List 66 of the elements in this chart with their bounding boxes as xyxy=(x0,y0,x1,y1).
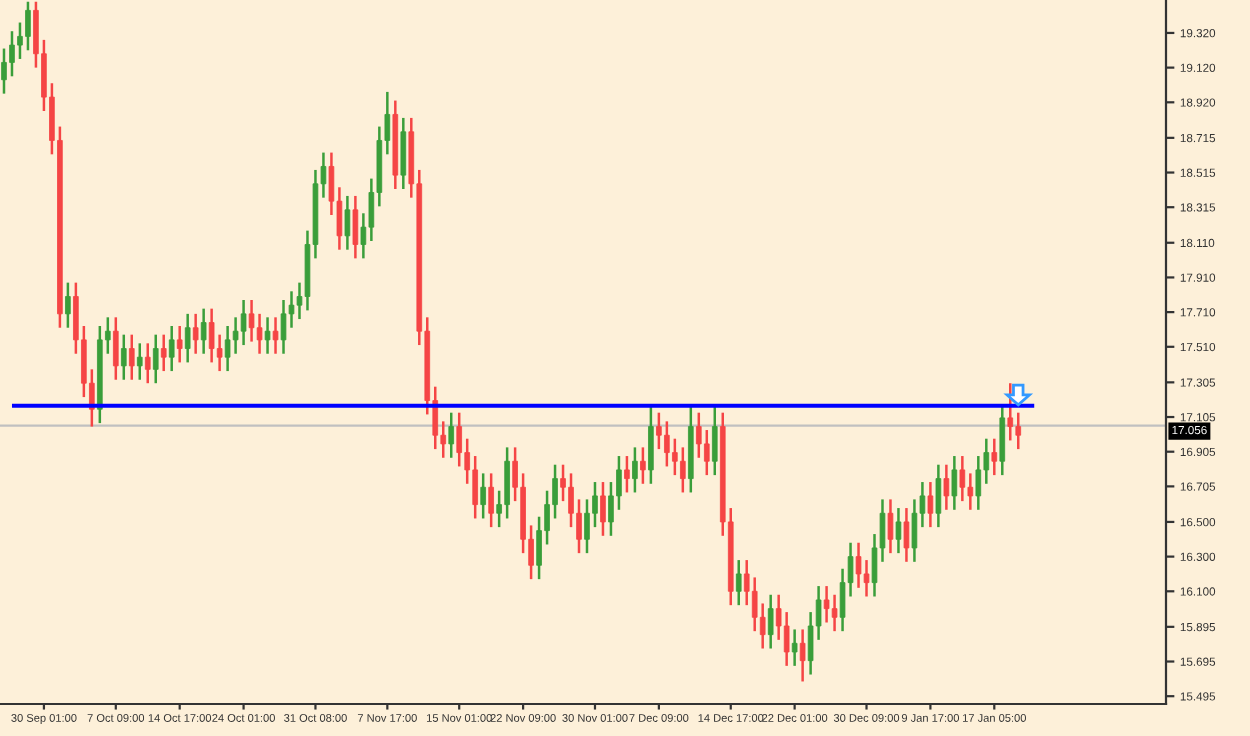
candlestick xyxy=(767,593,774,650)
candlestick xyxy=(256,312,263,355)
candlestick xyxy=(480,472,486,520)
candlestick xyxy=(25,0,31,52)
candlestick xyxy=(192,312,199,355)
candlestick xyxy=(65,281,71,329)
candlestick xyxy=(600,480,606,538)
candlestick xyxy=(200,307,207,355)
candlestick xyxy=(823,584,830,624)
candlestick xyxy=(711,404,718,477)
candlestick xyxy=(488,472,494,529)
candlestick xyxy=(176,324,183,364)
candlestick xyxy=(9,29,15,78)
candlestick xyxy=(943,463,950,512)
candlestick xyxy=(640,446,646,486)
candlestick xyxy=(991,437,998,477)
candlestick xyxy=(624,454,630,494)
candlestick xyxy=(120,333,127,381)
candlestick xyxy=(791,628,798,668)
candlestick xyxy=(975,454,982,512)
candlestick xyxy=(959,454,966,503)
candlestick xyxy=(1007,381,1014,442)
candlestick xyxy=(168,324,175,373)
candlestick xyxy=(703,428,710,477)
candlestick xyxy=(895,506,902,555)
candlestick xyxy=(656,411,662,451)
candlestick xyxy=(903,506,910,564)
candlestick xyxy=(799,628,806,683)
candlestick xyxy=(264,316,271,355)
candlestick xyxy=(911,498,918,564)
candlestick xyxy=(152,333,159,385)
candlestick xyxy=(144,342,151,385)
candlestick xyxy=(272,316,279,355)
candlestick xyxy=(224,324,231,373)
candlestick xyxy=(735,558,742,607)
candlestick xyxy=(352,194,359,260)
candlestick xyxy=(927,480,934,529)
candlestick xyxy=(855,541,862,590)
candlestick xyxy=(448,411,455,460)
candlestick xyxy=(456,411,463,468)
candlestick xyxy=(112,316,119,381)
candlestick xyxy=(1,47,7,95)
candlestick xyxy=(672,437,678,477)
candlestick xyxy=(664,420,670,468)
candlestick xyxy=(887,498,894,555)
candlestick xyxy=(160,333,167,373)
candlestick xyxy=(136,342,143,381)
candlestick xyxy=(208,307,215,364)
candlestick xyxy=(695,411,702,460)
candlestick xyxy=(831,593,838,633)
candlestick xyxy=(680,446,686,494)
candlestick xyxy=(632,446,638,494)
candlestick xyxy=(999,402,1006,477)
candlestick xyxy=(935,463,942,529)
candlestick xyxy=(344,194,351,251)
candlestick xyxy=(648,404,654,486)
candlestick xyxy=(584,498,590,555)
candlestick xyxy=(400,116,407,191)
candlestick xyxy=(472,454,478,520)
candlestick xyxy=(240,298,247,347)
candlestick xyxy=(128,333,135,381)
candlestick xyxy=(184,312,191,364)
candlestick xyxy=(280,298,287,355)
candlestick xyxy=(783,610,790,668)
candlestick xyxy=(951,454,958,512)
candlestick xyxy=(504,446,510,520)
